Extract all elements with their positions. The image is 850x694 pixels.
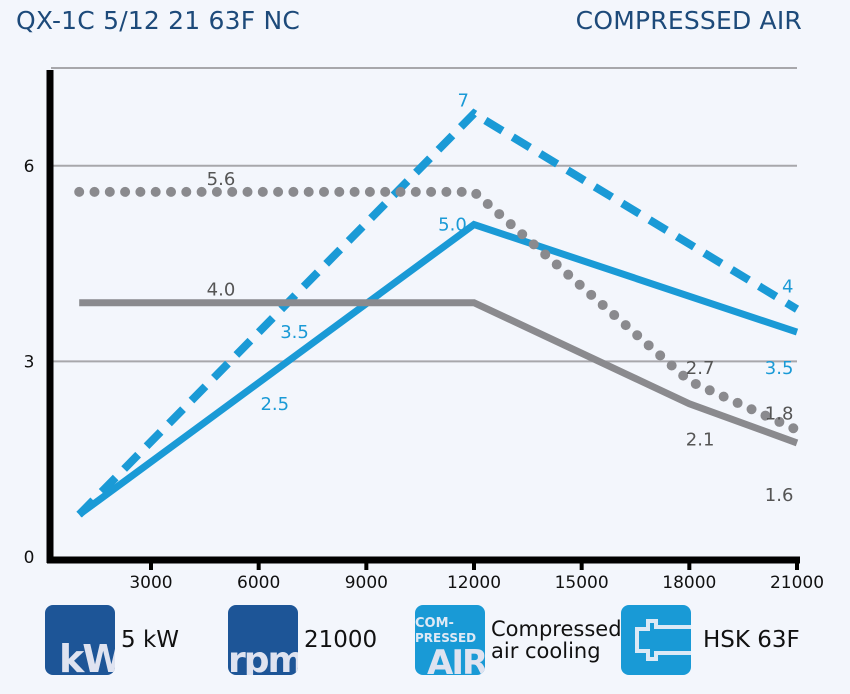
data-label: 1.6 [765,485,794,506]
series-torque-solid-gray [79,299,799,447]
x-tick-label: 15000 [555,573,609,593]
legend-item-cooling: COM- PRESSED AIR Compressed air cooling [415,605,622,675]
y-tick-label: 6 [24,157,35,177]
data-label: 2.7 [686,358,715,379]
rpm-icon: rpm [228,605,298,675]
legend-item-tool-holder: HSK 63F [621,605,800,675]
compressed-air-icon: COM- PRESSED AIR [415,605,485,675]
x-tick-label: 3000 [129,573,172,593]
legend-label-tool-holder: HSK 63F [703,626,800,653]
series-torque-dotted-gray [74,186,802,435]
data-label: 5.6 [207,169,236,190]
legend-label-speed: 21000 [304,626,378,653]
line-chart: 0 3 6 3000 6000 9000 12000 15000 18000 21000 7 5.0 3… [24,67,824,593]
y-tick-label: 3 [24,352,35,372]
legend-item-speed: rpm 21000 [228,605,377,675]
data-label: 1.8 [765,404,794,425]
x-tick-label: 9000 [345,573,388,593]
y-tick-label: 0 [24,548,35,568]
data-label: 4.0 [207,280,236,301]
hsk-tool-holder-icon [621,605,691,675]
data-label: 7 [458,91,469,112]
x-tick-label: 6000 [237,573,280,593]
x-tick-label: 12000 [447,573,501,593]
series-power-solid-blue [77,220,799,518]
x-tick-label: 21000 [770,573,824,593]
data-label: 4 [782,276,793,297]
chart-title-model: QX-1C 5/12 21 63F NC [16,6,301,35]
legend-label-power: 5 kW [121,626,180,653]
data-label: 2.1 [686,430,715,451]
legend-item-power: kW 5 kW [45,605,179,675]
data-label: 3.5 [280,322,309,343]
chart-title-cooling: COMPRESSED AIR [575,6,802,35]
data-label: 3.5 [765,358,794,379]
data-label: 2.5 [260,394,289,415]
x-tick-label: 18000 [662,573,716,593]
series-power-dashed-blue [76,108,800,518]
kw-icon: kW [45,605,115,675]
legend: kW 5 kW rpm 21000 COM- PRESSED AIR Compr… [0,605,850,675]
legend-label-cooling: Compressed air cooling [491,616,622,663]
data-label: 5.0 [438,214,467,235]
